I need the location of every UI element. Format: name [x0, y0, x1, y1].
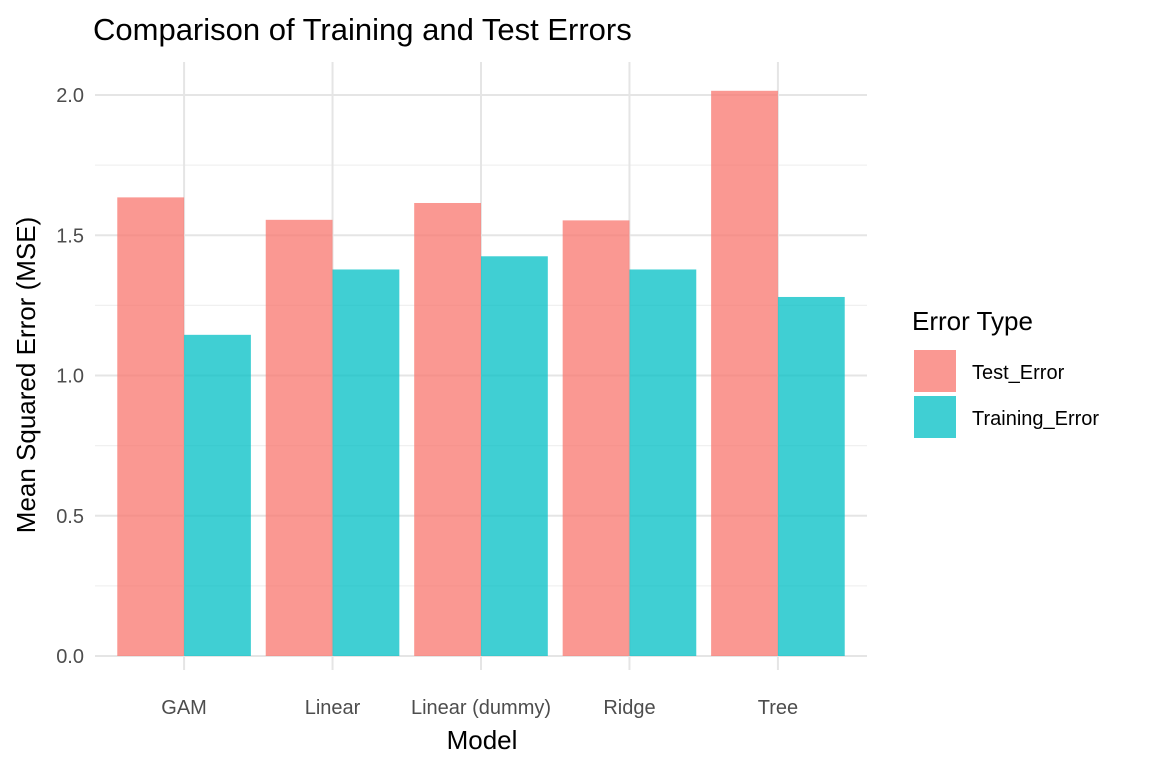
- bar-test-error: [265, 219, 333, 656]
- bars: [117, 90, 845, 657]
- y-tick-label: 0.5: [56, 506, 84, 528]
- x-tick-label: GAM: [161, 697, 207, 719]
- legend-key-test-error: [914, 350, 956, 392]
- legend-label: Training_Error: [972, 408, 1099, 430]
- bar-test-error: [414, 202, 481, 656]
- bar-training-error: [777, 296, 845, 656]
- y-axis: 0.0 0.5 1.0 1.5 2.0: [56, 85, 84, 668]
- x-tick-label: Linear (dummy): [411, 697, 551, 719]
- x-tick-label: Linear: [305, 697, 361, 719]
- y-tick-label: 1.0: [56, 366, 84, 388]
- bar-test-error: [711, 90, 778, 657]
- bar-training-error: [332, 269, 400, 656]
- x-tick-label: Ridge: [603, 697, 655, 719]
- y-tick-label: 1.5: [56, 225, 84, 247]
- y-tick-label: 0.0: [56, 646, 84, 668]
- x-axis-title: Model: [447, 725, 518, 755]
- bar-test-error: [562, 220, 630, 657]
- bar-training-error: [629, 269, 697, 656]
- legend: Error Type Test_Error Training_Error: [912, 306, 1099, 438]
- plot-area: [95, 62, 867, 670]
- y-tick-label: 2.0: [56, 85, 84, 107]
- legend-label: Test_Error: [972, 362, 1065, 384]
- bar-training-error: [184, 334, 251, 656]
- bar-training-error: [481, 256, 548, 656]
- x-axis: GAM Linear Linear (dummy) Ridge Tree: [161, 697, 798, 719]
- chart-title: Comparison of Training and Test Errors: [93, 12, 632, 47]
- legend-key-training-error: [914, 396, 956, 438]
- y-axis-title: Mean Squared Error (MSE): [11, 217, 41, 533]
- bar-test-error: [117, 197, 185, 656]
- legend-title: Error Type: [912, 306, 1033, 336]
- legend-items: Test_Error Training_Error: [914, 350, 1099, 438]
- x-tick-label: Tree: [758, 697, 798, 719]
